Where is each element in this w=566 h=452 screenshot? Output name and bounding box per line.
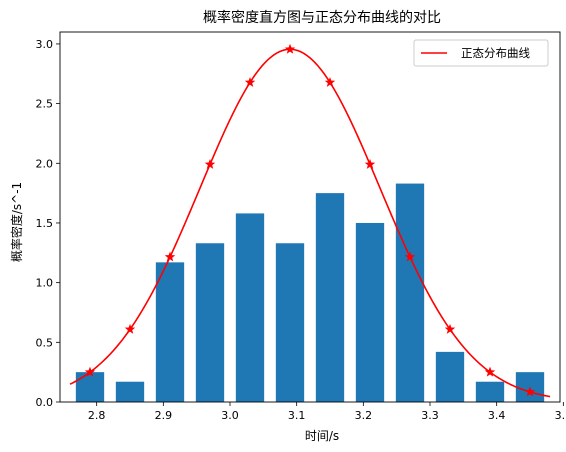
legend-box xyxy=(413,39,549,67)
x-tick-label: 2.8 xyxy=(88,409,106,422)
x-tick-label: 3.4 xyxy=(488,409,506,422)
curve-star-marker xyxy=(164,251,176,262)
x-tick-label: 3.3 xyxy=(421,409,439,422)
curve-star-marker xyxy=(324,76,336,87)
curve-star-marker xyxy=(84,366,96,377)
x-tick-label: 3.0 xyxy=(221,409,239,422)
x-tick-label: 2.9 xyxy=(155,409,173,422)
histogram-bar xyxy=(195,243,225,402)
curve-star-marker xyxy=(204,158,216,169)
curve-star-marker xyxy=(124,323,136,334)
y-tick-label: 1.0 xyxy=(36,277,54,290)
legend-label: 正态分布曲线 xyxy=(461,46,530,60)
plot-area: 2.8 2.9 3.0 3.1 3.2 3.3 3.4 3.5 0.0 0.5 1.0 1.5 2.0 2… xyxy=(36,31,566,422)
x-tick-label: 3.5 xyxy=(555,409,566,422)
x-tick-label: 3.2 xyxy=(355,409,373,422)
histogram-bar xyxy=(355,222,385,402)
y-tick-label: 0.5 xyxy=(36,336,54,349)
y-tick-label: 2.0 xyxy=(36,157,54,170)
chart-title: 概率密度直方图与正态分布曲线的对比 xyxy=(203,9,441,26)
histogram-bar xyxy=(435,351,465,402)
curve-star-marker xyxy=(284,43,296,54)
curve-star-marker xyxy=(404,251,416,262)
curve-star-marker xyxy=(524,386,536,397)
histogram-bar xyxy=(115,381,145,402)
curve-star-marker xyxy=(244,76,256,87)
legend: 正态分布曲线 xyxy=(413,39,549,67)
histogram-bar xyxy=(75,372,105,402)
x-tick-label: 3.1 xyxy=(288,409,306,422)
normal-curve-line xyxy=(69,48,551,398)
histogram-bar xyxy=(155,262,185,402)
axes-frame xyxy=(59,31,561,403)
curve-star-marker xyxy=(444,323,456,334)
y-tick-label: 2.5 xyxy=(36,98,54,111)
histogram-bar xyxy=(395,183,425,402)
curve-star-marker xyxy=(484,366,496,377)
curve-star-marker xyxy=(364,158,376,169)
histogram-bar xyxy=(235,213,265,402)
y-tick-label: 1.5 xyxy=(36,217,54,230)
y-axis-label: 概率密度/s^-1 xyxy=(9,182,24,262)
y-tick-label: 3.0 xyxy=(36,38,54,51)
histogram-bar xyxy=(475,381,505,402)
x-axis-label: 时间/s xyxy=(305,429,339,443)
histogram-bar xyxy=(275,243,305,402)
y-tick-label: 0.0 xyxy=(36,396,54,409)
histogram-bar xyxy=(315,193,345,402)
